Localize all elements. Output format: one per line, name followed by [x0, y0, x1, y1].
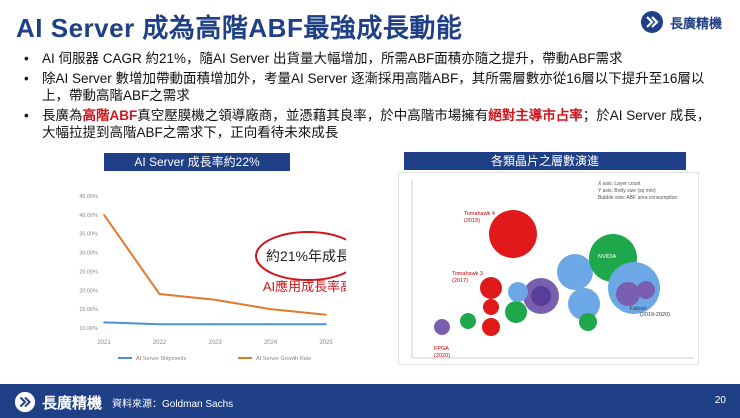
bullet-item: • AI 伺服器 CAGR 約21%，隨AI Server 出貨量大幅增加，所需… — [24, 50, 714, 67]
bullet-list: • AI 伺服器 CAGR 約21%，隨AI Server 出貨量大幅增加，所需… — [24, 50, 714, 144]
y-tick-label: 30.00% — [79, 251, 98, 257]
bubble-tomahawk3 — [480, 277, 502, 299]
axis-note: Y axis: Body size (sq mm) — [598, 188, 656, 194]
bubble-green-small — [579, 313, 597, 331]
bubble-sub: (2019-2020) — [640, 312, 670, 318]
bubble-label: NVIDIA — [598, 254, 617, 260]
bubble-label: Server — [506, 323, 522, 329]
left-panel-header: AI Server 成長率約22% — [104, 153, 290, 171]
bubble-turin — [616, 282, 640, 306]
y-tick-label: 45.00% — [79, 194, 98, 200]
series-point — [269, 308, 272, 310]
legend-label: AI Server Growth Rate — [256, 356, 311, 362]
growth-line-chart: 10.00% 15.00% 20.00% 25.00% 30.00% 35.00% 40.0… — [79, 194, 346, 362]
right-panel-header: 各類晶片之層數演進 — [404, 152, 686, 170]
x-tick-label: 2024 — [264, 340, 278, 346]
bullet-text-post: ；於AI Server 成長，大幅拉提到高階ABF之需求下，正向看待未來成長 — [42, 108, 711, 140]
bullet-dot: • — [24, 51, 29, 66]
y-tick-label: 25.00% — [79, 269, 98, 275]
bubble-green-small — [460, 313, 476, 329]
bubble-label: Tomahawk 3 — [452, 271, 483, 277]
bullet-text-mid: 真空壓膜機之領導廠商，並憑藉其良率，於中高階市場擁有 — [137, 108, 489, 123]
bubble-label: FPGA — [434, 346, 449, 352]
x-tick-label: 2021 — [97, 340, 111, 346]
bubble-label: Falcon — [630, 306, 647, 312]
series-point — [103, 214, 105, 216]
y-tick-label: 20.00% — [79, 288, 98, 294]
x-tick-label: 2025 — [319, 340, 333, 346]
series-point — [325, 323, 327, 326]
bubble-chart: X axis: Layer count Y axis: Body size (s… — [398, 172, 699, 365]
bubble-blue — [508, 282, 528, 302]
legend-label: AI Server Shipments — [136, 356, 187, 362]
y-tick-label: 10.00% — [79, 326, 98, 332]
bubble-sub: (2020) — [434, 353, 450, 359]
page-title: AI Server 成為高階ABF最強成長動能 — [16, 13, 463, 43]
footer-logo-icon — [14, 391, 36, 413]
footer-source: 資料來源：Goldman Sachs — [112, 399, 234, 410]
series-point — [214, 298, 216, 301]
bubble-blue-mid — [568, 288, 600, 320]
bubble-red-small — [482, 318, 500, 336]
bullet-text: AI 伺服器 CAGR 約21%，隨AI Server 出貨量大幅增加，所需AB… — [42, 51, 623, 66]
series-point — [158, 293, 161, 295]
y-tick-label: 40.00% — [79, 213, 98, 219]
bullet-dot: • — [24, 71, 29, 86]
bubble-tomahawk4 — [489, 210, 537, 258]
bubble-sub: (2019) — [464, 218, 480, 224]
series-point — [269, 323, 272, 326]
bubble-purple-inner — [531, 286, 551, 306]
axis-note: X axis: Layer count — [598, 181, 641, 187]
y-tick-label: 15.00% — [79, 307, 98, 313]
bubble-chart-frame — [398, 172, 699, 365]
y-tick-label: 35.00% — [79, 232, 98, 238]
logo-text: 長廣精機 — [669, 15, 722, 31]
bullet-item: • 長廣為高階ABF真空壓膜機之領導廠商，並憑藉其良率，於中高階市場擁有絕對主導… — [24, 107, 714, 141]
annotation-red-text: AI應用成長率高 — [263, 279, 346, 294]
axis-note: Bubble size: ABF area consumption — [598, 195, 677, 201]
bullet-item: • 除AI Server 數增加帶動面積增加外，考量AI Server 逐漸採用… — [24, 70, 714, 104]
bubble-blue-mid — [557, 254, 593, 290]
series-point — [214, 323, 216, 326]
series-point — [103, 321, 105, 324]
x-tick-label: 2022 — [153, 340, 167, 346]
x-tick-label: 2023 — [208, 340, 222, 346]
bullet-highlight: 高階ABF — [82, 108, 138, 123]
bubble-server — [505, 301, 527, 323]
series-point — [325, 314, 327, 316]
bubble-sub: (2017) — [452, 278, 468, 284]
bubble-purple-small — [434, 319, 450, 335]
logo-mark-icon — [640, 11, 663, 33]
series-point — [158, 323, 161, 326]
company-logo: 長廣精機 — [640, 10, 722, 34]
bullet-dot: • — [24, 108, 29, 123]
bubble-red-small — [483, 299, 499, 315]
bullet-text: 長廣為高階ABF真空壓膜機之領導廠商，並憑藉其良率，於中高階市場擁有絕對主導市占… — [42, 107, 714, 141]
page-number: 20 — [714, 395, 726, 406]
footer-logo: 長廣精機 — [14, 391, 102, 413]
bullet-highlight: 絕對主導市占率 — [488, 108, 583, 123]
annotation-circle-text: 約21%年成長 — [266, 248, 346, 264]
footer-bar: 長廣精機 資料來源：Goldman Sachs 20 — [0, 384, 740, 418]
bullet-text: 除AI Server 數增加帶動面積增加外，考量AI Server 逐漸採用高階… — [42, 71, 705, 103]
bullet-text-pre: 長廣為 — [42, 108, 83, 123]
bubble-label: Tomahawk 4 — [464, 211, 495, 217]
bubble-falcon — [637, 281, 655, 299]
annotation-circle — [255, 231, 346, 281]
footer-logo-text: 長廣精機 — [42, 394, 103, 412]
